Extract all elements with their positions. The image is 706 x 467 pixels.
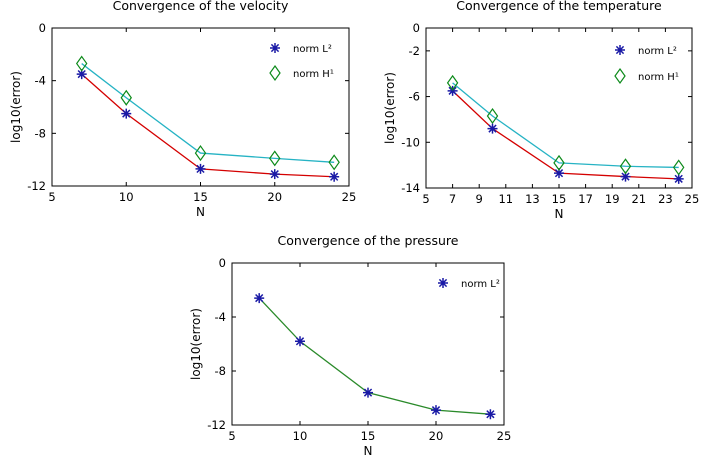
data-point [329,171,340,182]
data-point [486,107,499,125]
y-tick-label: 0 [413,21,420,35]
x-tick-label: 17 [578,192,593,206]
x-tick-label: 19 [605,192,620,206]
legend-label: norm L² [461,279,500,290]
data-point [76,69,87,80]
data-point [194,145,207,162]
data-point [553,154,565,171]
x-axis-label: N [364,444,373,458]
y-tick-label: -12 [207,418,226,432]
x-tick-label: 25 [497,429,512,443]
legend-label: norm L² [638,46,677,57]
series-2 [75,55,340,171]
chart-title: Convergence of the temperature [456,0,662,13]
data-point [269,169,280,180]
data-point [120,89,132,106]
data-point [554,168,564,179]
data-point [446,74,459,91]
legend-label: norm L² [293,44,332,55]
x-tick-label: 20 [267,190,282,204]
legend-label: norm H¹ [293,69,334,80]
data-point [673,173,684,184]
y-tick-label: -8 [35,126,46,140]
series-line [452,90,679,180]
x-tick-label: 20 [429,429,444,443]
y-tick-label: -10 [401,135,420,149]
x-tick-label: 13 [525,192,540,206]
series-line [81,63,335,163]
y-axis-label: log10(error) [189,308,203,380]
data-point [269,150,281,167]
x-tick-label: 15 [361,429,376,443]
data-point [620,171,631,182]
data-point [485,409,496,420]
x-tick-label: 15 [552,192,567,206]
y-tick-label: -2 [409,44,420,58]
legend-marker [614,67,626,85]
legend-marker [269,64,281,82]
x-tick-label: 10 [293,429,308,443]
legend-marker [270,43,280,53]
x-axis-label: N [555,207,564,221]
y-tick-label: -4 [35,74,46,88]
x-tick-label: 21 [631,192,646,206]
series-1 [254,293,496,420]
y-axis-label: log10(error) [383,72,397,144]
chart-1: Convergence of the velocity 5 10 15 20 25 -12 -… [9,0,356,219]
x-tick-label: 25 [685,192,700,206]
chart-3: Convergence of the pressure 5 10 15 20 25 -12 -… [189,233,511,458]
y-tick-label: -6 [409,90,420,104]
legend-label: norm H¹ [638,72,679,83]
chart-2: Convergence of the temperature 5 7 9 11 13 15 1… [383,0,699,221]
y-tick-label: -14 [401,181,420,195]
y-tick-label: 0 [39,21,46,35]
x-tick-label: 25 [342,190,357,204]
x-tick-label: 5 [48,190,55,204]
x-tick-label: 11 [498,192,513,206]
x-tick-label: 9 [476,192,483,206]
data-point [254,293,265,304]
x-tick-label: 23 [658,192,673,206]
series-line [452,82,679,169]
data-point [431,405,441,416]
series-1 [76,69,340,182]
data-point [619,158,632,175]
x-tick-label: 5 [422,192,429,206]
data-point [75,55,88,72]
x-tick-label: 15 [193,190,208,204]
x-tick-label: 10 [119,190,134,204]
legend-marker [615,45,625,55]
series-1 [447,85,684,184]
series-line [81,73,335,178]
x-tick-label: 5 [228,429,235,443]
x-axis-label: N [196,205,205,219]
x-tick-label: 7 [449,192,456,206]
y-axis-label: log10(error) [9,71,23,143]
chart-title: Convergence of the pressure [278,233,459,248]
series-2 [446,74,685,176]
data-point [121,108,132,119]
data-point [672,159,685,176]
data-point [328,154,340,171]
data-point [195,163,206,174]
data-point [487,123,498,134]
chart-title: Convergence of the velocity [113,0,289,13]
y-tick-label: -8 [215,364,226,378]
data-point [363,387,373,398]
y-tick-label: 0 [219,256,226,270]
series-line [258,297,491,415]
y-tick-label: -12 [27,179,46,193]
data-point [295,336,305,347]
legend-marker [438,278,448,288]
y-tick-label: -4 [215,310,226,324]
